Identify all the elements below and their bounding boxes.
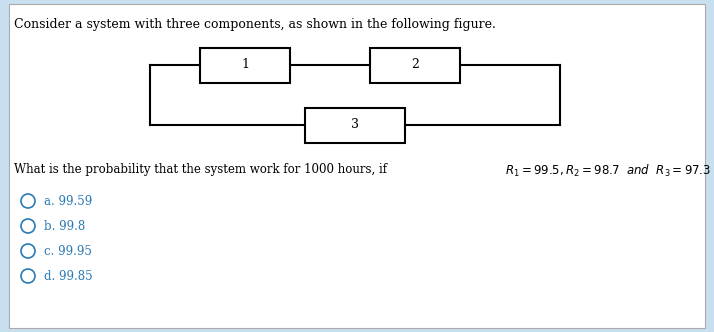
- Text: d. 99.85: d. 99.85: [44, 270, 93, 283]
- Bar: [305, 108, 405, 142]
- Bar: [370, 47, 460, 82]
- Text: c. 99.95: c. 99.95: [44, 245, 92, 258]
- Text: What is the probability that the system work for 1000 hours, if: What is the probability that the system …: [14, 163, 391, 176]
- Text: Consider a system with three components, as shown in the following figure.: Consider a system with three components,…: [14, 18, 496, 31]
- Text: $R_1 = 99.5, R_2 = 98.7$  $\mathit{and}$  $R_3 = 97.3$: $R_1 = 99.5, R_2 = 98.7$ $\mathit{and}$ …: [505, 163, 711, 179]
- Text: b. 99.8: b. 99.8: [44, 220, 85, 233]
- Text: a. 99.59: a. 99.59: [44, 195, 92, 208]
- Text: 3: 3: [351, 119, 359, 131]
- Text: 1: 1: [241, 58, 249, 71]
- Text: 2: 2: [411, 58, 419, 71]
- Bar: [200, 47, 290, 82]
